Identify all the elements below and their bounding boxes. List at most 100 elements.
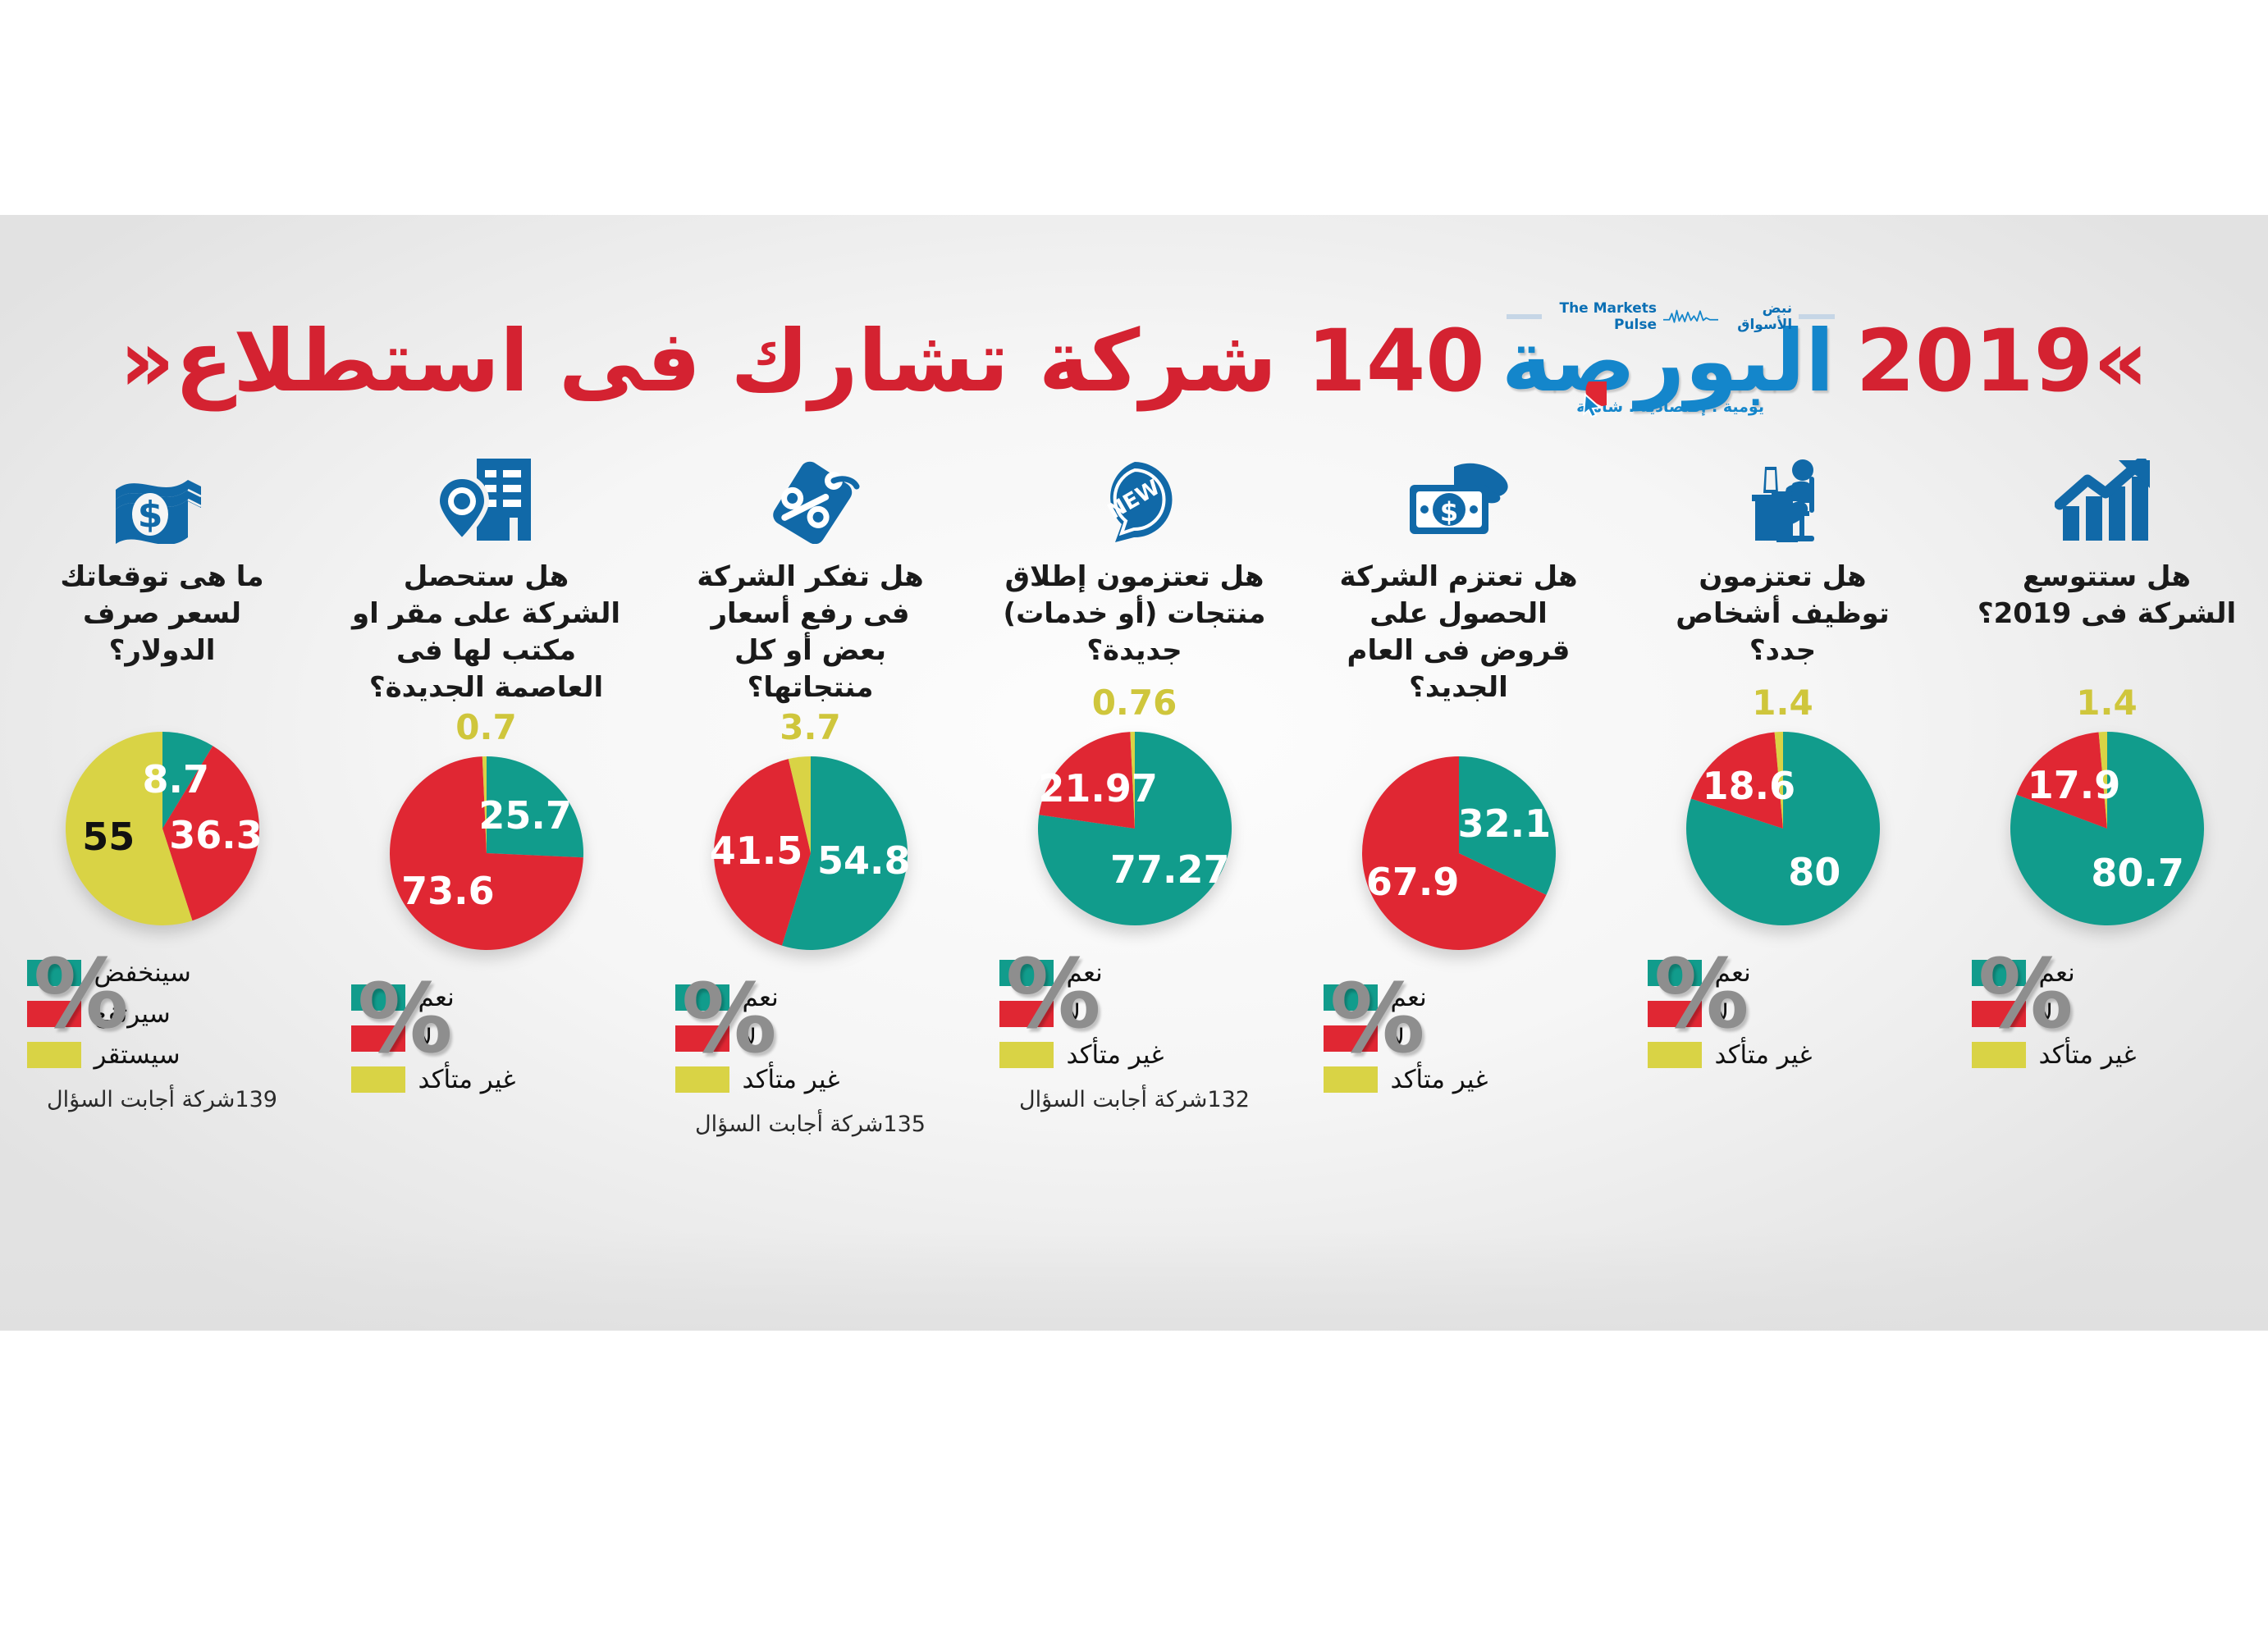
pie-chart-wrapper: 8.7 36.3 55 bbox=[60, 726, 265, 931]
legend-swatch bbox=[1647, 1001, 1702, 1027]
legend-item: نعم bbox=[350, 983, 455, 1012]
percent-symbol: % bbox=[681, 963, 777, 1075]
question-text: ما هى توقعاتك لسعر صرف الدولار؟ bbox=[60, 560, 264, 667]
page-title-year: »2019 bbox=[1856, 318, 2149, 404]
question-icon-container: $ bbox=[1296, 447, 1621, 544]
legend-item: غير متأكد bbox=[350, 1064, 516, 1094]
legend-label: غير متأكد bbox=[418, 1064, 516, 1094]
survey-column-loans: $ هل تعتزم الشركة الحصول على قروض فى الع… bbox=[1296, 447, 1621, 1276]
survey-column-raise-prices: هل تفكر الشركة فى رفع أسعار بعض أو كل من… bbox=[648, 447, 972, 1276]
hand-cash-icon: $ bbox=[1409, 463, 1508, 534]
pie-chart bbox=[389, 756, 583, 950]
top-slice-value: 1.4 bbox=[2076, 683, 2138, 723]
question-icon-container: NEW bbox=[972, 447, 1296, 544]
person-at-desk-icon bbox=[1751, 459, 1814, 542]
legend: % نعم لا غير متأكد bbox=[1971, 948, 2243, 1070]
legend-item: نعم bbox=[1323, 982, 1427, 1012]
legend-item: لا bbox=[1971, 999, 2054, 1029]
legend-label: لا bbox=[1714, 999, 1730, 1029]
question-icon-container bbox=[324, 447, 648, 544]
legend-label: نعم bbox=[1714, 958, 1751, 988]
legend-item: سيرتفع bbox=[26, 999, 171, 1029]
legend-item: سينخفض bbox=[26, 958, 191, 988]
legend-label: سينخفض bbox=[94, 958, 191, 988]
respondents-footnote: 132شركة أجابت السؤال bbox=[1019, 1087, 1250, 1112]
percent-symbol: % bbox=[1653, 939, 1749, 1050]
legend-item: غير متأكد bbox=[1647, 1040, 1812, 1070]
logo-tagline: The Markets Pulse نبض الأسواق bbox=[1506, 300, 1835, 333]
growth-chart-arrow-icon bbox=[2055, 459, 2150, 541]
content-panel bbox=[0, 215, 2268, 1331]
question-text: هل تعتزمون توظيف أشخاص جدد؟ bbox=[1676, 560, 1890, 667]
question-text: هل ستحصل الشركة على مقر او مكتب لها فى ا… bbox=[351, 560, 621, 704]
question-icon-container: $ bbox=[0, 447, 324, 544]
percent-symbol: % bbox=[33, 939, 129, 1050]
legend-swatch bbox=[26, 1001, 81, 1027]
pie-chart bbox=[1037, 731, 1232, 925]
legend-swatch bbox=[1323, 984, 1378, 1011]
legend-label: لا bbox=[742, 1023, 757, 1053]
legend-item: لا bbox=[1647, 999, 1730, 1029]
legend: % نعم لا غير متأكد bbox=[674, 971, 946, 1094]
pie-chart-wrapper: 54.8 41.5 bbox=[708, 751, 913, 956]
legend-label: غير متأكد bbox=[1390, 1064, 1488, 1094]
legend-swatch bbox=[1647, 960, 1702, 986]
logo-tagline-ar: نبض الأسواق bbox=[1737, 299, 1793, 333]
legend: % نعم لا غير متأكد bbox=[1647, 948, 1918, 1070]
pie-chart-wrapper: 25.7 73.6 bbox=[384, 751, 589, 956]
pulse-line-icon bbox=[1663, 309, 1719, 323]
legend-item: لا bbox=[999, 999, 1081, 1029]
top-slice-value: 0.7 bbox=[455, 706, 517, 747]
legend-swatch bbox=[674, 1025, 729, 1052]
logo-wordmark: البورصة bbox=[1501, 310, 1835, 411]
header: 140 شركة تشارك فى استطلاع« The Markets P… bbox=[0, 271, 2268, 451]
pie-chart-wrapper: 32.1 67.9 bbox=[1356, 751, 1562, 956]
page-title: 140 شركة تشارك فى استطلاع« bbox=[120, 318, 1486, 404]
legend-swatch bbox=[26, 960, 81, 986]
survey-column-new-capital-office: هل ستحصل الشركة على مقر او مكتب لها فى ا… bbox=[324, 447, 648, 1276]
pie-chart bbox=[713, 756, 908, 950]
legend: % نعم لا غير متأكد bbox=[350, 971, 622, 1094]
svg-text:$: $ bbox=[1439, 496, 1457, 527]
pie-chart bbox=[1685, 732, 1880, 925]
legend-swatch bbox=[674, 984, 729, 1011]
legend-label: غير متأكد bbox=[2038, 1040, 2137, 1070]
pie-chart-wrapper: 80.7 17.9 bbox=[2005, 726, 2210, 931]
pie-chart-wrapper: 80 18.6 bbox=[1680, 726, 1886, 931]
legend-label: لا bbox=[1390, 1023, 1406, 1053]
legend-swatch bbox=[999, 1042, 1054, 1068]
survey-column-expansion-2019: هل ستتوسع الشركة فى 2019؟ 1.4 80.7 17.9% نعم… bbox=[1945, 447, 2268, 1276]
legend-label: نعم bbox=[2038, 958, 2075, 988]
question-text: هل ستتوسع الشركة فى 2019؟ bbox=[1977, 560, 2237, 630]
legend: % نعم لا غير متأكد bbox=[999, 948, 1270, 1070]
legend-label: نعم bbox=[1390, 982, 1427, 1012]
legend-item: غير متأكد bbox=[1971, 1040, 2137, 1070]
year-text: 2019 bbox=[1855, 311, 2094, 411]
legend-item: غير متأكد bbox=[674, 1065, 839, 1094]
legend-swatch bbox=[999, 960, 1054, 986]
legend-item: غير متأكد bbox=[1323, 1064, 1488, 1094]
page-title-text: 140 شركة تشارك فى استطلاع bbox=[174, 311, 1486, 411]
legend: % نعم لا غير متأكد bbox=[1323, 971, 1594, 1094]
legend-swatch bbox=[1971, 1001, 2026, 1027]
percent-symbol: % bbox=[1329, 963, 1425, 1075]
legend-swatch bbox=[1971, 1042, 2026, 1068]
top-slice-value: 0.76 bbox=[1091, 683, 1177, 723]
survey-columns: $ ما هى توقعاتك لسعر صرف الدولار؟ 8.7 36.3… bbox=[0, 447, 2268, 1276]
respondents-footnote: 135شركة أجابت السؤال bbox=[695, 1111, 926, 1137]
legend-item: نعم bbox=[674, 983, 779, 1012]
legend-item: غير متأكد bbox=[999, 1040, 1164, 1070]
legend: % سينخفض سيرتفع سيستقر bbox=[26, 948, 298, 1070]
legend-swatch bbox=[350, 1066, 405, 1093]
respondents-footnote: 139شركة أجابت السؤال bbox=[47, 1087, 277, 1112]
logo-rule-left bbox=[1799, 313, 1835, 319]
svg-text:$: $ bbox=[137, 494, 162, 536]
legend-label: لا bbox=[2038, 999, 2054, 1029]
legend-item: نعم bbox=[999, 958, 1103, 988]
logo-rule-right bbox=[1506, 313, 1542, 319]
legend-item: نعم bbox=[1971, 958, 2075, 988]
question-text: هل تعتزمون إطلاق منتجات (أو خدمات) جديدة… bbox=[1003, 560, 1266, 667]
top-slice-value: 1.4 bbox=[1752, 683, 1813, 723]
legend-item: نعم bbox=[1647, 958, 1751, 988]
